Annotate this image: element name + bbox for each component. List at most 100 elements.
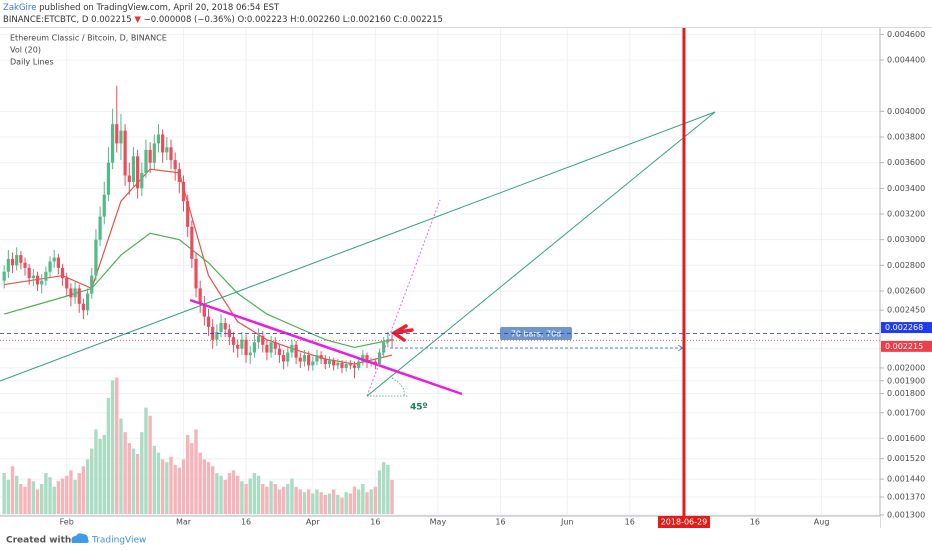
candle-body bbox=[19, 255, 23, 263]
volume-bar bbox=[381, 462, 386, 514]
volume-bar bbox=[131, 448, 136, 514]
volume-bar bbox=[23, 486, 27, 514]
candle-body bbox=[244, 339, 248, 356]
candle-body bbox=[65, 278, 69, 289]
y-tick-label: 0.004400 bbox=[887, 56, 925, 65]
candle-body bbox=[215, 332, 219, 340]
y-tick-label: 0.003600 bbox=[887, 158, 925, 167]
volume-bar bbox=[261, 484, 265, 514]
candle-body bbox=[131, 156, 136, 182]
volume-bar bbox=[244, 484, 248, 514]
volume-bar bbox=[352, 486, 357, 514]
volume-bar bbox=[44, 473, 48, 514]
legend-symbol: Ethereum Classic / Bitcoin, D, BINANCE bbox=[10, 34, 167, 43]
footer-logo bbox=[71, 533, 89, 543]
y-tick-label: 0.004600 bbox=[887, 30, 925, 39]
candle-body bbox=[206, 316, 211, 327]
volume-bar bbox=[2, 473, 6, 514]
candle-body bbox=[6, 258, 10, 272]
candle-body bbox=[382, 342, 386, 353]
volume-bar bbox=[344, 492, 348, 514]
candle-body bbox=[323, 358, 327, 365]
arrow-marker bbox=[390, 324, 414, 342]
candle-body bbox=[273, 342, 277, 349]
volume-bar bbox=[286, 484, 290, 514]
x-tick-label: 16 bbox=[370, 518, 380, 527]
candle-body bbox=[236, 344, 240, 349]
volume-bar bbox=[98, 439, 102, 514]
legend-volume: Vol (20) bbox=[10, 46, 41, 55]
volume-bar bbox=[14, 475, 19, 514]
candle-body bbox=[231, 337, 236, 345]
volume-bar bbox=[315, 489, 319, 514]
candle-body bbox=[357, 361, 361, 368]
volume-bar bbox=[265, 486, 269, 514]
candle-body bbox=[40, 280, 44, 285]
candle-body bbox=[98, 216, 102, 240]
volume-bar bbox=[386, 464, 390, 514]
price-axis-bg bbox=[880, 28, 932, 528]
volume-bar bbox=[85, 459, 90, 514]
price-badge-label: 0.002268 bbox=[885, 323, 923, 332]
volume-bar bbox=[140, 432, 144, 514]
candle-body bbox=[390, 339, 394, 341]
volume-bar bbox=[302, 492, 307, 514]
x-tick-label: 16 bbox=[241, 518, 251, 527]
volume-bar bbox=[340, 497, 344, 514]
header-bg bbox=[0, 0, 932, 27]
volume-bar bbox=[144, 407, 148, 514]
volume-bar bbox=[65, 475, 69, 514]
candle-body bbox=[319, 355, 323, 359]
candle-body bbox=[198, 288, 202, 304]
candle-body bbox=[94, 239, 98, 276]
candle-body bbox=[336, 362, 340, 366]
candle-body bbox=[127, 175, 131, 182]
candle-body bbox=[73, 288, 77, 298]
volume-bar bbox=[356, 489, 361, 514]
candle-body bbox=[302, 355, 307, 362]
y-tick-label: 0.001900 bbox=[887, 376, 925, 385]
candle-body bbox=[240, 339, 244, 349]
candle-body bbox=[115, 124, 119, 144]
y-tick-label: 0.002000 bbox=[887, 363, 925, 372]
legend-lines: Daily Lines bbox=[10, 58, 54, 67]
candle-body bbox=[81, 303, 86, 311]
header-line: ZakGire published on TradingView.com, Ap… bbox=[3, 3, 280, 13]
measure-box bbox=[500, 327, 572, 340]
x-tick-label: 16 bbox=[625, 518, 635, 527]
candle-body bbox=[348, 364, 352, 366]
volume-bar bbox=[31, 481, 36, 514]
candle-body bbox=[190, 226, 194, 259]
candle-body bbox=[252, 342, 257, 353]
volume-bar bbox=[169, 456, 173, 514]
footer-created: Created with bbox=[6, 536, 71, 546]
volume-bar bbox=[181, 459, 186, 514]
candle-body bbox=[35, 275, 40, 285]
candle-body bbox=[261, 335, 265, 345]
candle-body bbox=[10, 258, 15, 266]
x-tick-label: Feb bbox=[60, 518, 74, 527]
trend-line bbox=[0, 111, 716, 382]
date-marker-label: 2018-06-29 bbox=[661, 518, 708, 527]
volume-bar bbox=[148, 415, 152, 514]
volume-bar bbox=[252, 473, 257, 514]
volume-bar bbox=[211, 466, 215, 514]
measure-label: 70 bars, 70d bbox=[511, 330, 562, 339]
candle-body bbox=[265, 344, 269, 353]
candle-body bbox=[202, 303, 206, 317]
volume-bar bbox=[110, 380, 115, 514]
candle-body bbox=[248, 352, 252, 356]
volume-bar bbox=[206, 462, 211, 514]
candle-body bbox=[60, 267, 65, 279]
volume-bar bbox=[306, 489, 311, 514]
candle-body bbox=[56, 257, 60, 268]
volume-bar bbox=[202, 459, 207, 514]
volume-bar bbox=[90, 448, 94, 514]
volume-bar bbox=[77, 473, 81, 514]
y2-tick-label: 0.001520 bbox=[887, 454, 925, 463]
volume-bar bbox=[19, 484, 23, 514]
last-price: 0.002215 bbox=[91, 15, 132, 25]
volume-bar bbox=[336, 494, 340, 514]
